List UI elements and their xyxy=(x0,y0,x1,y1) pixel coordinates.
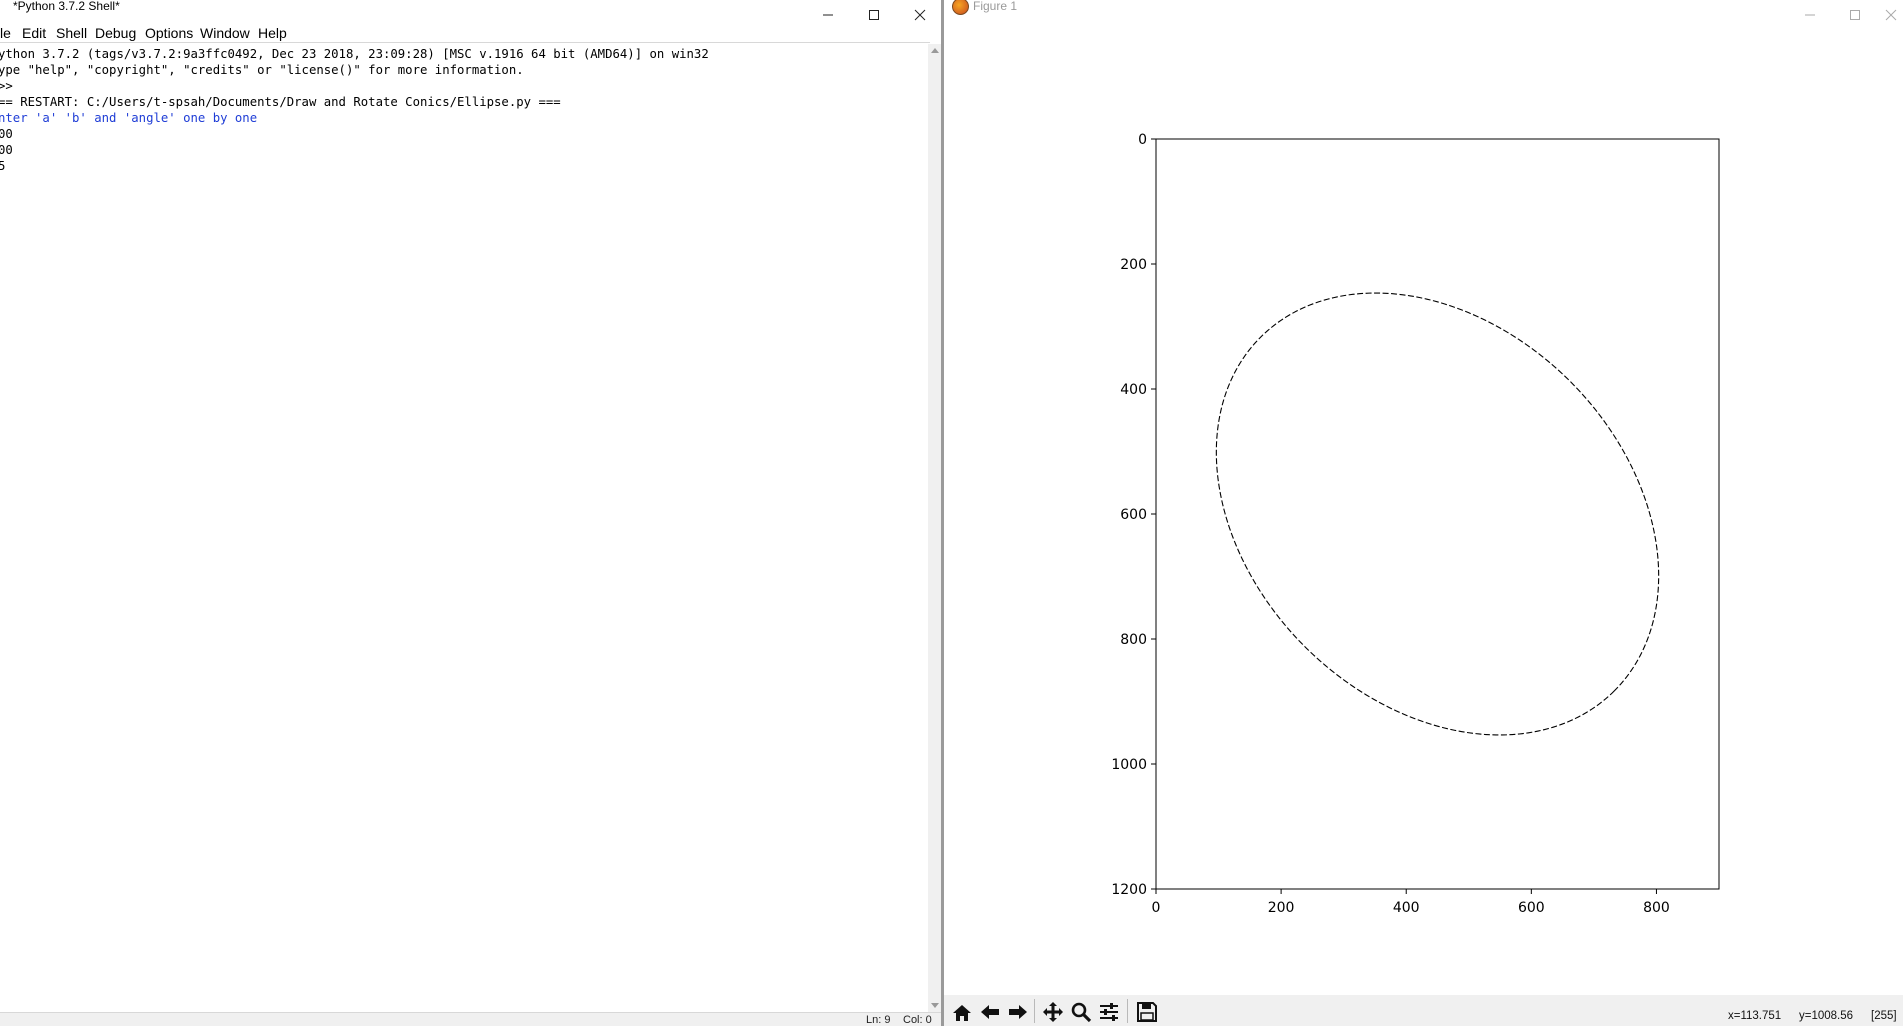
menu-options[interactable]: Options xyxy=(145,25,194,41)
forward-arrow-icon[interactable] xyxy=(1005,1000,1031,1024)
back-arrow-icon[interactable] xyxy=(977,1000,1003,1024)
minimize-icon[interactable] xyxy=(1787,0,1833,30)
scroll-down-icon[interactable] xyxy=(931,1003,939,1008)
figure-window: Figure 1 0 200 400 600 800 0 200 400 600 800 1000 1… xyxy=(944,0,1903,1026)
shell-statusbar: Ln: 9 Col: 0 xyxy=(0,1012,943,1026)
matplotlib-app-icon xyxy=(952,0,969,15)
window-divider xyxy=(941,0,944,1026)
x-tick-label: 800 xyxy=(1643,900,1670,916)
figure-toolbar xyxy=(944,995,1903,1026)
menu-debug[interactable]: Debug xyxy=(95,25,137,41)
y-tick-label: 1200 xyxy=(1111,882,1147,898)
x-tick-label: 200 xyxy=(1268,900,1295,916)
pixel-value-readout: [255] xyxy=(1871,1010,1897,1022)
plot-canvas[interactable]: 0 200 400 600 800 0 200 400 600 800 1000 1200 xyxy=(944,0,1903,1000)
line-indicator: Ln: 9 xyxy=(866,1014,891,1026)
save-icon[interactable] xyxy=(1134,1000,1160,1024)
shell-prompt: >> xyxy=(0,79,13,93)
ellipse-series-line xyxy=(1215,292,1660,736)
figure-window-title: Figure 1 xyxy=(973,0,1018,13)
shell-text-area[interactable]: ython 3.7.2 (tags/v3.7.2:9a3ffc0492, Dec… xyxy=(0,44,928,1012)
toolbar-separator xyxy=(1127,999,1128,1023)
shell-input-line: 00 xyxy=(0,127,13,141)
pan-icon[interactable] xyxy=(1040,1000,1066,1024)
cursor-x-readout: x=113.751 xyxy=(1728,1010,1782,1022)
y-tick-label: 1000 xyxy=(1111,757,1147,773)
shell-window-title: *Python 3.7.2 Shell* xyxy=(13,0,120,13)
shell-menubar: le Edit Shell Debug Options Window Help xyxy=(0,23,943,43)
idle-shell-window: *Python 3.7.2 Shell* le Edit Shell Debug… xyxy=(0,0,943,1026)
menu-window[interactable]: Window xyxy=(200,25,250,41)
x-tick-label: 600 xyxy=(1518,900,1545,916)
toolbar-separator xyxy=(1034,999,1035,1023)
shell-line: ython 3.7.2 (tags/v3.7.2:9a3ffc0492, Dec… xyxy=(0,47,709,61)
y-tick-label: 0 xyxy=(1138,132,1147,148)
menu-shell[interactable]: Shell xyxy=(56,25,88,41)
shell-line: == RESTART: C:/Users/t-spsah/Documents/D… xyxy=(0,95,561,109)
y-tick-label: 800 xyxy=(1120,632,1147,648)
x-tick-label: 0 xyxy=(1152,900,1161,916)
column-indicator: Col: 0 xyxy=(903,1014,932,1026)
x-tick-label: 400 xyxy=(1393,900,1420,916)
shell-input-line: 00 xyxy=(0,143,13,157)
menu-file[interactable]: le xyxy=(0,25,11,41)
axes-frame xyxy=(1155,138,1720,890)
y-tick-label: 200 xyxy=(1120,257,1147,273)
configure-subplots-icon[interactable] xyxy=(1096,1000,1122,1024)
zoom-icon[interactable] xyxy=(1068,1000,1094,1024)
cursor-y-readout: y=1008.56 xyxy=(1799,1010,1854,1022)
y-tick-label: 600 xyxy=(1120,507,1147,523)
menu-separator xyxy=(0,42,930,43)
scroll-up-icon[interactable] xyxy=(931,48,939,53)
menu-help[interactable]: Help xyxy=(258,25,287,41)
shell-line: ype "help", "copyright", "credits" or "l… xyxy=(0,63,524,77)
maximize-icon[interactable] xyxy=(1832,0,1878,30)
menu-edit[interactable]: Edit xyxy=(22,25,47,41)
y-tick-label: 400 xyxy=(1120,382,1147,398)
shell-output-line: nter 'a' 'b' and 'angle' one by one xyxy=(0,111,258,125)
minimize-icon[interactable] xyxy=(805,0,851,30)
shell-vertical-scrollbar[interactable] xyxy=(928,44,943,1012)
maximize-icon[interactable] xyxy=(851,0,897,30)
close-icon[interactable] xyxy=(1876,0,1903,30)
close-icon[interactable] xyxy=(897,0,943,30)
shell-input-line: 5 xyxy=(0,159,6,173)
home-icon[interactable] xyxy=(949,1000,975,1024)
